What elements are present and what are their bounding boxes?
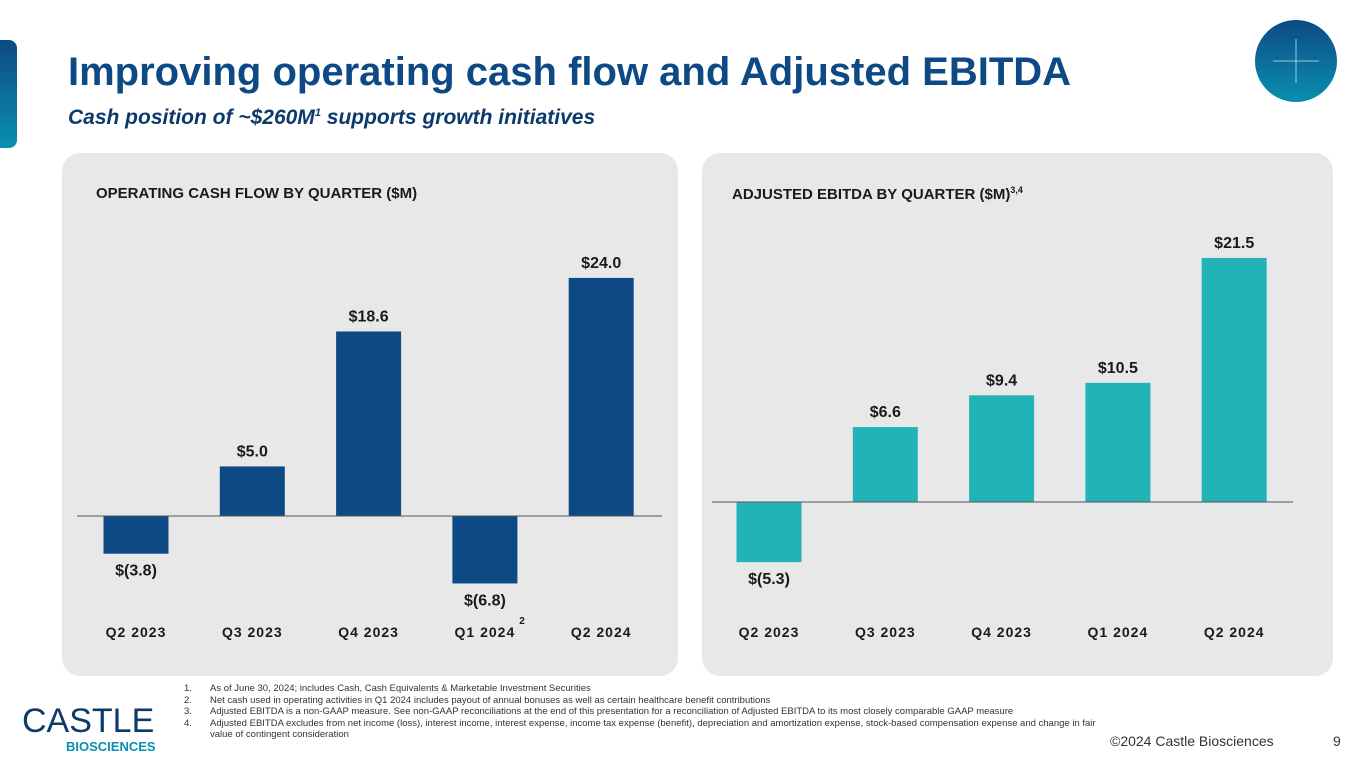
x-tick-label: Q1 2024: [455, 624, 516, 640]
copyright: ©2024 Castle Biosciences: [1110, 733, 1274, 749]
x-tick-label: Q4 2023: [338, 624, 399, 640]
footnotes: 1. As of June 30, 2024; includes Cash, Ca…: [184, 683, 1100, 741]
x-tick-label: Q2 2023: [739, 624, 800, 640]
x-tick-label: Q4 2023: [971, 624, 1032, 640]
x-tick-label: Q3 2023: [222, 624, 283, 640]
bar: [103, 516, 169, 554]
data-label: $5.0: [237, 443, 268, 460]
x-tick-label: Q2 2023: [106, 624, 167, 640]
accent-tab: [0, 40, 17, 148]
castle-logo: CASTLE: [22, 702, 155, 740]
x-tick-label: Q3 2023: [855, 624, 916, 640]
page-title: Improving operating cash flow and Adjust…: [68, 50, 1072, 94]
x-tick-label: Q2 2024: [1204, 624, 1265, 640]
footnote: 4. Adjusted EBITDA excludes from net inco…: [184, 717, 1096, 741]
data-label: $9.4: [986, 372, 1017, 389]
tick-footnote: 2: [519, 616, 525, 627]
footnote: 3. Adjusted EBITDA is a non-GAAP measure.…: [184, 706, 1014, 717]
bar: [452, 516, 518, 584]
bar: [736, 502, 802, 563]
page-number: 9: [1333, 733, 1341, 749]
data-label: $(5.3): [748, 571, 790, 588]
bar: [969, 395, 1035, 502]
bar: [219, 466, 285, 516]
page-subtitle: Cash position of ~$260M1 supports growth…: [68, 106, 596, 129]
data-label: $21.5: [1214, 235, 1254, 252]
bar: [1085, 382, 1151, 502]
data-label: $6.6: [870, 404, 901, 421]
bar: [336, 331, 402, 516]
footnote: 2. Net cash used in operating activities …: [184, 694, 771, 706]
footnote: 1. As of June 30, 2024; includes Cash, Ca…: [184, 683, 591, 694]
data-label: $(3.8): [115, 563, 157, 580]
data-label: $18.6: [349, 308, 389, 325]
bar: [1201, 257, 1267, 502]
data-label: $(6.8): [464, 592, 506, 609]
castle-logo-sub: BIOSCIENCES: [66, 739, 156, 754]
bar: [852, 427, 918, 502]
x-tick-label: Q2 2024: [571, 624, 632, 640]
data-label: $24.0: [581, 255, 621, 272]
chart-title: OPERATING CASH FLOW BY QUARTER ($M): [96, 185, 418, 202]
bar: [568, 277, 634, 516]
data-label: $10.5: [1098, 360, 1138, 377]
chart-title: ADJUSTED EBITDA BY QUARTER ($M)3,4: [732, 185, 1023, 203]
plus-badge-icon: [1255, 20, 1337, 102]
x-tick-label: Q1 2024: [1088, 624, 1149, 640]
